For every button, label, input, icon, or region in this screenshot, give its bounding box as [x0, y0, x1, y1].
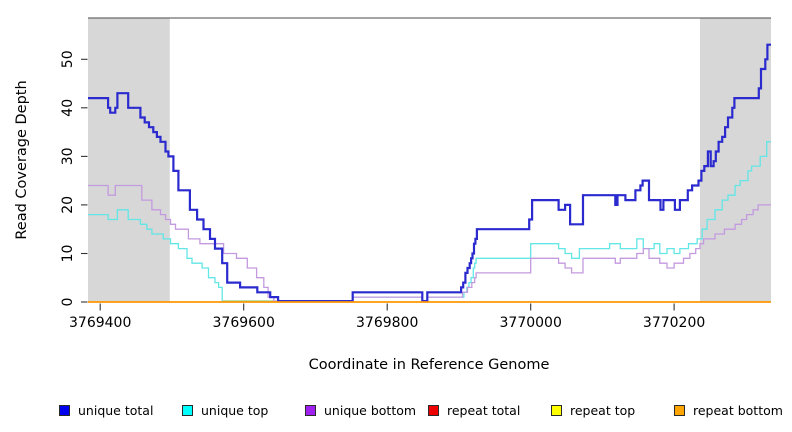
legend-item-repeat-bottom: repeat bottom [674, 401, 783, 419]
axes-layer: 3769400 3769600 3769800 3770000 3770200 0 10 20… [60, 17, 771, 331]
legend-label: unique top [201, 402, 269, 418]
legend-item-repeat-total: repeat total [428, 401, 520, 419]
y-tick-label: 0 [60, 298, 76, 307]
repeat-total-swatch-icon [428, 404, 439, 416]
x-tick-label: 3770200 [643, 315, 705, 331]
legend-label: repeat total [447, 402, 521, 418]
y-tick-label: 20 [60, 196, 76, 214]
y-tick-label: 10 [60, 245, 76, 263]
series-line-unique-bottom [88, 184, 771, 302]
x-tick-label: 3770000 [500, 315, 562, 331]
series-layer [88, 43, 771, 303]
y-axis-title: Read Coverage Depth [14, 80, 30, 239]
series-line-unique-total [88, 43, 771, 303]
y-tick-label: 30 [60, 147, 76, 165]
x-axis-title: Coordinate in Reference Genome [309, 357, 550, 373]
shaded-region-0 [88, 18, 170, 302]
x-tick-label: 3769400 [69, 315, 131, 331]
y-tick-label: 40 [60, 99, 76, 117]
shaded-regions-layer [88, 18, 771, 302]
legend-item-unique-total: unique total [59, 401, 153, 419]
series-line-unique-top [88, 141, 771, 302]
unique-total-swatch-icon [59, 404, 70, 416]
legend-item-repeat-top: repeat top [551, 401, 635, 419]
legend-label: repeat top [570, 402, 636, 418]
legend-item-unique-top: unique top [182, 401, 268, 419]
x-tick-label: 3769600 [213, 315, 275, 331]
repeat-bottom-swatch-icon [674, 404, 685, 416]
repeat-top-swatch-icon [551, 404, 562, 416]
unique-top-swatch-icon [182, 404, 193, 416]
coverage-chart: 3769400 3769600 3769800 3770000 3770200 0 10 20… [14, 17, 771, 373]
legend: unique total unique top unique bottom re… [0, 401, 792, 421]
legend-label: repeat bottom [693, 402, 783, 418]
x-tick-label: 3769800 [356, 315, 418, 331]
legend-label: unique total [78, 402, 154, 418]
y-tick-label: 50 [60, 50, 76, 68]
shaded-region-1 [700, 18, 771, 302]
unique-bottom-swatch-icon [305, 404, 316, 416]
legend-label: unique bottom [324, 402, 417, 418]
legend-item-unique-bottom: unique bottom [305, 401, 416, 419]
